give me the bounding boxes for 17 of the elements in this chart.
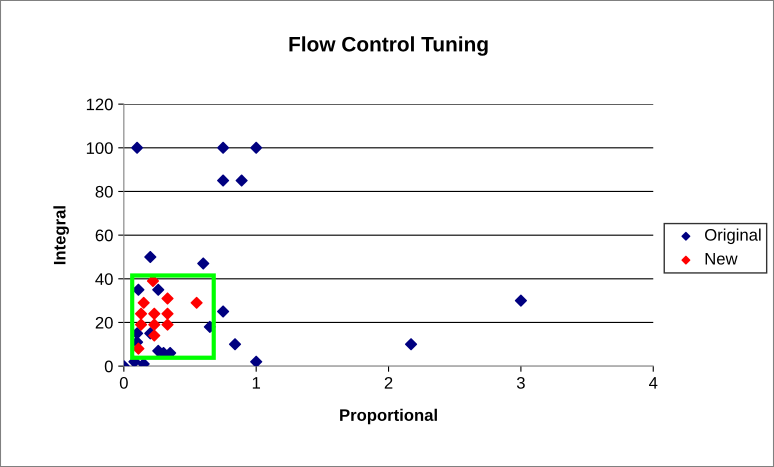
legend-label: Original — [705, 228, 761, 244]
y-tick-label: 20 — [96, 316, 113, 329]
x-axis-title: Proportional — [340, 408, 437, 424]
y-tick-label: 40 — [95, 273, 113, 285]
legend-label: New — [706, 253, 738, 265]
x-tick-label: 0 — [120, 376, 128, 389]
x-tick-label: 2 — [384, 376, 392, 389]
y-axis-title: Integral — [53, 206, 69, 264]
y-tick-label: 80 — [96, 186, 113, 198]
y-tick-label: 120 — [86, 98, 113, 110]
y-tick-label: 0 — [104, 360, 113, 372]
x-tick-label: 1 — [252, 377, 260, 389]
chart-title: Flow Control Tuning — [289, 36, 488, 56]
y-tick-label: 60 — [96, 230, 113, 242]
x-tick-label: 4 — [649, 377, 658, 389]
x-tick-label: 3 — [516, 376, 525, 389]
y-tick-label: 100 — [86, 142, 113, 154]
